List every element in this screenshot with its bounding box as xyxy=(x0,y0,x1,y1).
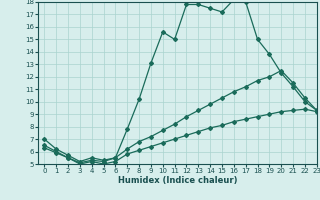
X-axis label: Humidex (Indice chaleur): Humidex (Indice chaleur) xyxy=(118,176,237,185)
